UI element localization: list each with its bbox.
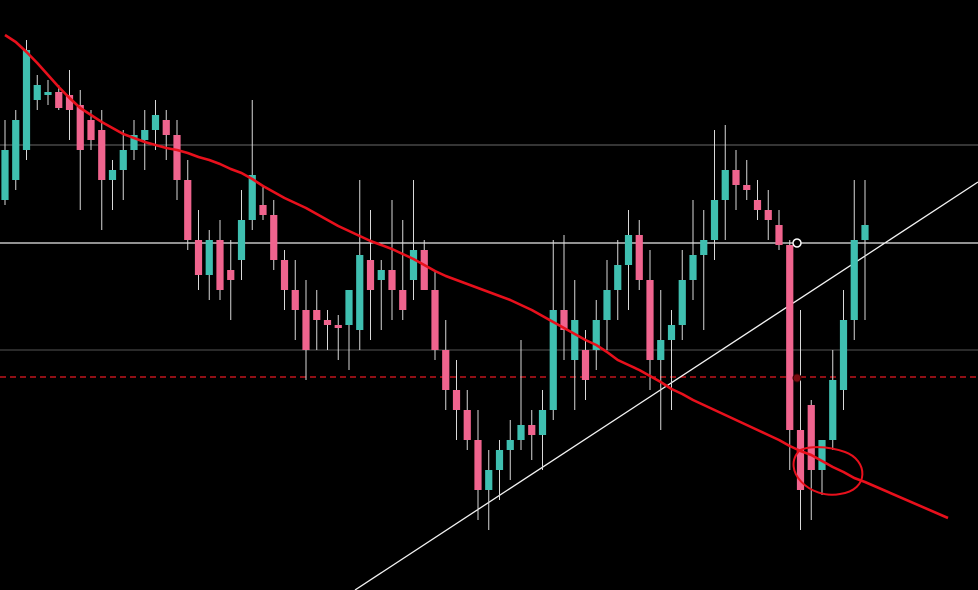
candle-body (624, 235, 633, 265)
candle-body (635, 235, 643, 280)
candle-body (22, 50, 31, 150)
candle-body (141, 130, 149, 140)
candle-body (184, 180, 192, 240)
candle-body (667, 325, 676, 340)
candle-body (463, 410, 471, 440)
candle-body (442, 350, 450, 390)
candle-body (87, 120, 95, 140)
candle-body (323, 320, 332, 325)
candle-body (614, 265, 622, 290)
candle-body (506, 440, 514, 450)
candle-body (839, 320, 848, 390)
candle-body (485, 470, 493, 490)
candle-body (399, 290, 407, 310)
candle-body (108, 170, 117, 180)
candle-body (388, 270, 396, 290)
candle-body (850, 240, 858, 320)
candle-body (538, 410, 547, 435)
anchor-dot (792, 238, 802, 248)
candle-body (528, 425, 536, 435)
candle-body (732, 170, 740, 185)
candle-body (861, 225, 869, 240)
candle-body (151, 115, 160, 130)
candle-body (431, 290, 439, 350)
annotation-circle (792, 446, 864, 496)
candle-body (646, 280, 654, 360)
candle-body (796, 430, 805, 490)
candle-body (474, 440, 482, 490)
candle-body (33, 85, 41, 100)
candle-body (194, 240, 203, 275)
candles (1, 40, 869, 530)
candle-body (549, 310, 557, 410)
candle-body (119, 150, 127, 170)
candle-body (237, 220, 246, 260)
candle-body (205, 240, 213, 275)
candle-body (173, 135, 181, 180)
candle-body (291, 290, 299, 310)
candle-body (302, 310, 310, 350)
candle-body (334, 325, 342, 328)
candle-body (65, 95, 74, 110)
candle-body (98, 130, 106, 180)
candle-body (657, 340, 665, 360)
candle-body (807, 405, 815, 470)
candle-body (216, 240, 224, 290)
candle-body (76, 105, 84, 150)
candle-body (270, 215, 278, 260)
candle-body (603, 290, 611, 320)
anchor-dot (792, 373, 802, 383)
candle-body (818, 440, 826, 470)
candle-body (44, 92, 52, 95)
candle-body (753, 200, 762, 210)
candle-body (356, 255, 364, 330)
candle-body (560, 310, 568, 330)
candle-body (495, 450, 504, 470)
candle-body (377, 270, 385, 280)
candle-body (743, 185, 751, 190)
candle-body (280, 260, 289, 290)
candle-body (1, 150, 9, 200)
candle-body (366, 260, 375, 290)
candle-body (721, 170, 729, 200)
moving-average (4, 33, 949, 520)
candle-body (227, 270, 235, 280)
candle-body (592, 320, 600, 350)
candle-body (517, 425, 525, 440)
candle-body (452, 390, 461, 410)
candle-body (764, 210, 772, 220)
candle-body (678, 280, 686, 325)
overlay (4, 33, 949, 520)
candle-body (710, 200, 719, 240)
candle-body (248, 175, 256, 220)
candle-body (689, 255, 697, 280)
candle-body (829, 380, 837, 440)
candle-body (55, 92, 63, 108)
candle-body (420, 250, 428, 290)
candle-body (786, 245, 794, 430)
candle-body (775, 225, 783, 245)
candle-body (571, 320, 579, 360)
candle-body (130, 135, 138, 150)
candle-body (162, 120, 170, 135)
levels (0, 144, 978, 378)
candle-body (700, 240, 708, 255)
candle-body (259, 205, 267, 215)
candle-body (581, 350, 590, 380)
candle-body (12, 120, 20, 180)
candle-body (409, 250, 418, 280)
candle-body (345, 290, 353, 325)
candle-body (313, 310, 321, 320)
